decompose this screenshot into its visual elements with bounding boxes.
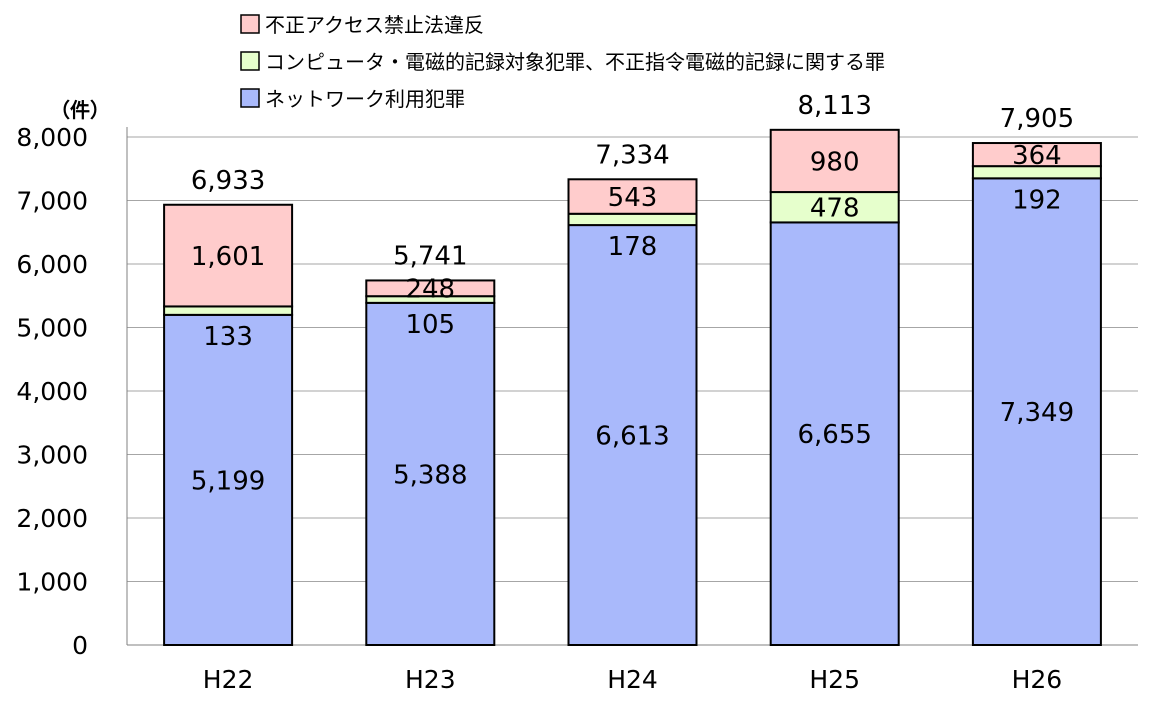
data-label: 105 [405,310,455,340]
data-label: 478 [810,194,860,224]
data-label: 543 [608,183,658,213]
x-tick-label: H26 [1012,665,1063,694]
bar-segment [567,224,698,646]
legend-label: コンピュータ・電磁的記録対象犯罪、不正指令電磁的記録に関する罪 [265,50,885,74]
legend-swatch [240,51,260,71]
bar-segment [163,305,294,316]
legend-label: ネットワーク利用犯罪 [265,87,465,111]
bar-segment [971,142,1102,168]
data-label: 248 [405,275,455,305]
data-label: 980 [810,147,860,177]
y-tick-label: 1,000 [16,568,88,597]
data-label: 133 [203,322,253,352]
bar-segment [769,221,900,646]
data-label: 5,199 [191,466,265,496]
total-label: 8,113 [797,91,871,121]
bar-segment [769,128,900,194]
legend-swatch [240,88,260,108]
total-label: 7,905 [1000,104,1074,134]
legend-swatch [240,14,260,34]
x-tick-label: H22 [203,665,254,694]
y-tick-label: 2,000 [16,504,88,533]
data-label: 364 [1012,141,1062,171]
y-tick-label: 3,000 [16,441,88,470]
bar-segment [365,301,496,646]
y-tick-label: 6,000 [16,250,88,279]
total-label: 6,933 [191,166,265,196]
bar-segment [567,212,698,227]
data-label: 6,655 [797,420,871,450]
bar-segment [971,177,1102,646]
data-label: 178 [608,232,658,262]
y-tick-label: 5,000 [16,314,88,343]
x-tick-label: H23 [405,665,456,694]
data-label: 1,601 [191,242,265,272]
y-tick-label: 4,000 [16,377,88,406]
total-label: 7,334 [595,140,669,170]
data-label: 5,388 [393,460,467,490]
data-label: 192 [1012,185,1062,215]
total-label: 5,741 [393,241,467,271]
bar-segment [163,203,294,308]
x-tick-label: H24 [607,665,658,694]
x-tick-label: H25 [809,665,860,694]
legend-label: 不正アクセス禁止法違反 [265,13,484,37]
bar-segment [567,178,698,215]
data-label: 7,349 [1000,398,1074,428]
bar-segment [365,279,496,298]
y-tick-label: 7,000 [16,187,88,216]
data-label: 6,613 [595,421,669,451]
y-tick-label: 0 [72,631,88,660]
y-unit-label: （件） [50,98,110,122]
y-tick-label: 8,000 [16,123,88,152]
